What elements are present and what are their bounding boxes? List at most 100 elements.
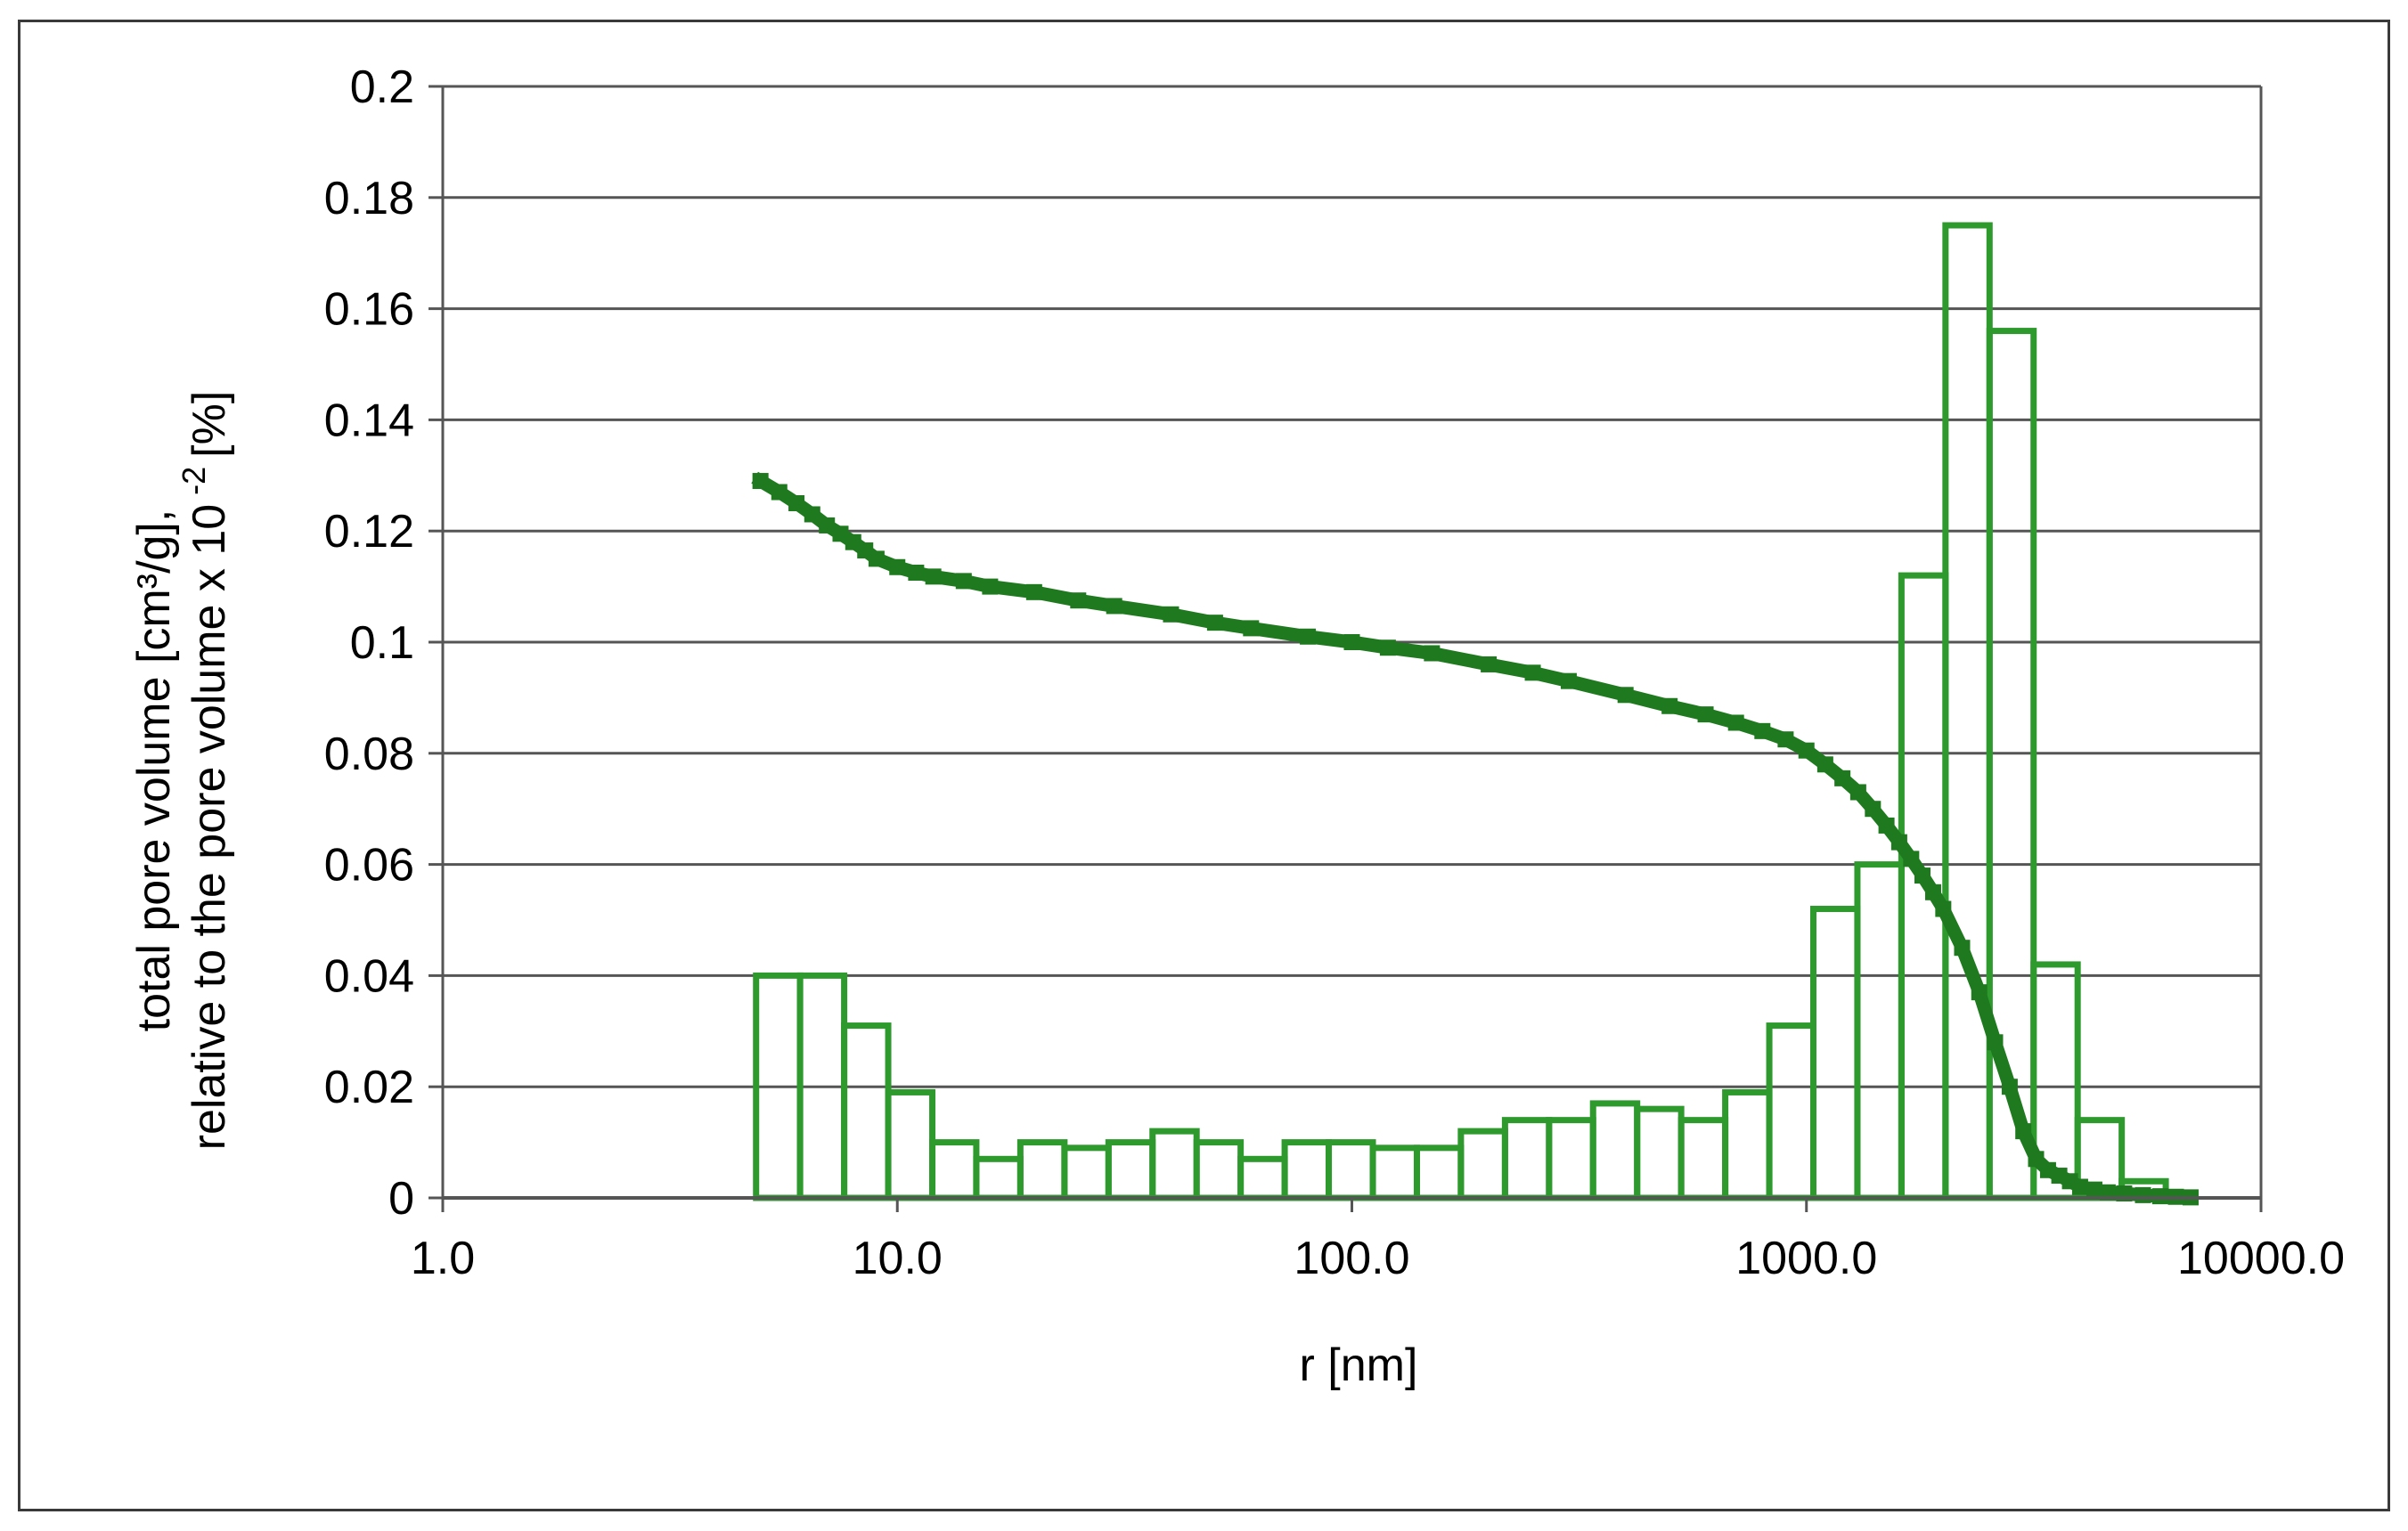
y-axis-label-exponent: -2: [175, 467, 212, 495]
curve-point-47: [2001, 1079, 2018, 1095]
y-axis-label-unit: [%]: [184, 391, 235, 458]
grid-lines: [443, 85, 2261, 1088]
curve-point-25: [1524, 664, 1541, 681]
curve-point-2: [788, 495, 805, 511]
x-tick-label-4: 10000.0: [2177, 1233, 2345, 1284]
curve-point-28: [1661, 697, 1678, 714]
curve-point-10: [908, 565, 925, 581]
curve-point-11: [925, 568, 942, 585]
chart-frame: [18, 20, 2390, 1511]
curve-point-46: [1987, 1034, 2004, 1051]
curve-point-31: [1754, 722, 1771, 739]
curve-point-22: [1379, 639, 1396, 656]
y-tick-label-8: 0.16: [324, 284, 414, 336]
axes: [429, 85, 2263, 1212]
curve-point-9: [889, 558, 906, 575]
y-tick-label-6: 0.12: [324, 506, 414, 558]
bar-8: [1105, 1139, 1156, 1201]
curve-point-40: [1903, 851, 1920, 867]
curve-point-27: [1617, 687, 1634, 704]
y-tick-label-4: 0.08: [324, 729, 414, 780]
curve-point-45: [1971, 984, 1988, 1001]
curve-point-48: [2015, 1123, 2032, 1140]
curve-point-38: [1878, 817, 1895, 834]
bar-15: [1413, 1144, 1465, 1201]
curve-point-32: [1777, 731, 1794, 748]
x-tick-label-0: 1.0: [411, 1233, 475, 1284]
y-tick-label-9: 0.18: [324, 173, 414, 224]
curve-point-13: [982, 578, 999, 595]
curve-point-39: [1890, 834, 1907, 851]
curve-point-17: [1163, 606, 1180, 623]
y-tick-label-3: 0.06: [324, 840, 414, 892]
curve-point-1: [771, 484, 788, 501]
bar-16: [1457, 1128, 1508, 1201]
y-tick-label-1: 0.02: [324, 1062, 414, 1113]
curve-point-54: [2086, 1181, 2102, 1198]
curve-point-36: [1849, 784, 1866, 801]
curve-point-23: [1424, 645, 1441, 662]
curve-point-41: [1914, 867, 1931, 884]
y-tick-label-2: 0.04: [324, 950, 414, 1002]
bar-11: [1237, 1155, 1288, 1201]
curve-point-21: [1343, 634, 1360, 650]
x-tick-label-3: 1000.0: [1735, 1233, 1877, 1284]
y-axis-label-line2: relative to the pore volume x 10 -2 [%]: [175, 391, 235, 1151]
x-tick-label-1: 10.0: [853, 1233, 943, 1284]
y-tick-label-5: 0.1: [350, 617, 414, 669]
y-axis-label: total pore volume [cm³/g], relative to t…: [128, 391, 235, 1151]
curve-point-44: [1954, 940, 1971, 957]
y-axis-label-line1: total pore volume [cm³/g],: [128, 509, 180, 1032]
x-axis-label: r [nm]: [1300, 1340, 1418, 1391]
bar-9: [1149, 1128, 1200, 1201]
bar-21: [1677, 1117, 1729, 1201]
bar-14: [1369, 1144, 1420, 1201]
bar-10: [1193, 1139, 1245, 1201]
curve-point-4: [819, 517, 836, 533]
curve-point-35: [1834, 770, 1851, 786]
curve-point-34: [1816, 756, 1833, 773]
bar-19: [1589, 1100, 1641, 1201]
curve-point-30: [1727, 714, 1744, 731]
bar-6: [1016, 1139, 1068, 1201]
curve-point-3: [804, 506, 820, 523]
bar-25: [1854, 861, 1905, 1201]
curve-point-12: [955, 573, 972, 590]
y-tick-label-7: 0.14: [324, 395, 414, 446]
bar-12: [1281, 1139, 1333, 1201]
bar-20: [1634, 1105, 1685, 1201]
curve-point-42: [1924, 884, 1941, 900]
bar-18: [1546, 1117, 1596, 1201]
y-tick-label-0: 0: [388, 1173, 414, 1225]
curve-point-26: [1560, 672, 1577, 689]
y-axis-label-line2-text: relative to the pore volume x 10: [184, 504, 235, 1151]
curve-point-24: [1481, 656, 1498, 672]
y-tick-label-10: 0.2: [350, 61, 414, 113]
histogram-bars: [753, 222, 2169, 1201]
x-tick-label-2: 100.0: [1294, 1233, 1409, 1284]
bar-17: [1501, 1117, 1553, 1201]
bar-4: [929, 1139, 980, 1201]
curve-point-16: [1106, 598, 1122, 615]
bar-5: [973, 1155, 1024, 1201]
curve-point-19: [1243, 620, 1260, 637]
curve-point-15: [1070, 592, 1087, 609]
bar-2: [841, 1022, 892, 1201]
curve-point-53: [2071, 1178, 2088, 1195]
y-tick-labels: 0 0.02 0.04 0.06 0.08 0.1 0.12 0.14 0.16 0.18 0.2: [324, 61, 414, 1225]
curve-point-5: [832, 525, 849, 542]
curve-point-37: [1865, 801, 1882, 818]
curve-point-14: [1025, 583, 1042, 600]
bar-27: [1942, 222, 1993, 1201]
bar-13: [1326, 1139, 1376, 1201]
curve-point-33: [1798, 742, 1815, 759]
bar-28: [1986, 328, 2037, 1201]
curve-point-0: [752, 473, 769, 490]
curve-point-57: [2135, 1186, 2151, 1203]
curve-point-29: [1697, 706, 1714, 723]
x-tick-labels: 1.0 10.0 100.0 1000.0 10000.0: [411, 1233, 2345, 1284]
bar-3: [885, 1088, 936, 1201]
bar-7: [1061, 1144, 1112, 1201]
cumulative-curve: [751, 471, 2199, 1206]
